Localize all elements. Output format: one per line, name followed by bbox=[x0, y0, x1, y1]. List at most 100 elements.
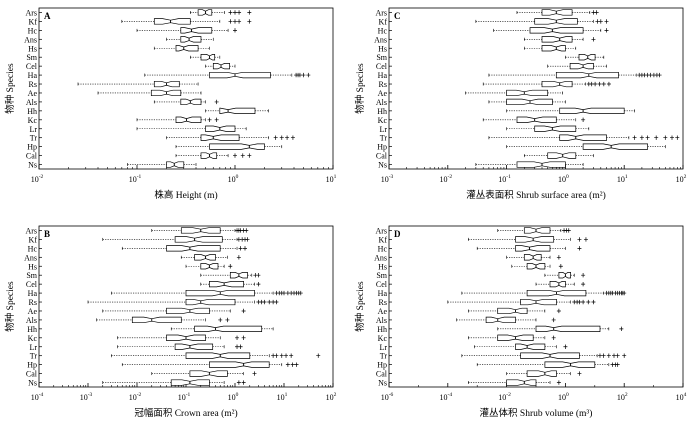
outlier-marker bbox=[279, 353, 284, 358]
outlier-marker bbox=[632, 135, 637, 140]
outlier-marker bbox=[214, 99, 219, 105]
panel-b: 10-4 10-3 10-2 10-1 100 101 102ArsKfHcAnsHsSmC… bbox=[4, 225, 337, 419]
y-axis-label: 物种 Species bbox=[354, 63, 366, 114]
outlier-marker bbox=[237, 19, 242, 24]
outlier-marker bbox=[256, 281, 261, 287]
box-ae bbox=[465, 89, 564, 97]
box-lr bbox=[506, 125, 590, 132]
notched-box bbox=[497, 307, 528, 315]
y-tick-label: Kc bbox=[378, 116, 388, 125]
y-tick-label: Kc bbox=[378, 334, 388, 343]
y-tick-label: Lr bbox=[29, 343, 37, 352]
outlier-marker bbox=[657, 72, 662, 78]
box-ars bbox=[190, 9, 252, 16]
y-tick-label: Kf bbox=[29, 235, 38, 244]
y-tick-label: Tr bbox=[30, 352, 38, 361]
outlier-marker bbox=[245, 237, 250, 242]
x-tick-label: 102 bbox=[676, 174, 687, 184]
notched-box bbox=[209, 281, 244, 288]
notched-box bbox=[197, 9, 213, 16]
outlier-marker bbox=[236, 255, 241, 260]
box-hp bbox=[121, 361, 299, 368]
y-tick-label: Kf bbox=[379, 17, 388, 26]
y-tick-label: Hc bbox=[28, 26, 38, 35]
y-tick-label: Hh bbox=[27, 325, 37, 334]
outlier-marker bbox=[606, 81, 611, 87]
box-kc bbox=[468, 334, 556, 341]
outlier-marker bbox=[601, 81, 606, 87]
box-als bbox=[456, 316, 556, 324]
box-ans bbox=[506, 254, 561, 261]
outlier-marker bbox=[591, 37, 596, 42]
outlier-marker bbox=[593, 81, 598, 87]
outlier-marker bbox=[207, 117, 212, 123]
y-tick-label: Hh bbox=[377, 325, 387, 334]
y-tick-label: Cal bbox=[376, 152, 388, 161]
box-ae bbox=[102, 307, 246, 315]
y-tick-label: Ha bbox=[28, 289, 38, 298]
y-tick-label: Tr bbox=[380, 352, 388, 361]
outlier-marker bbox=[233, 19, 237, 24]
box-kf bbox=[121, 18, 252, 25]
box-ha bbox=[111, 289, 303, 297]
notched-box bbox=[582, 143, 648, 150]
outlier-marker bbox=[306, 72, 311, 78]
outlier-marker bbox=[615, 362, 620, 367]
box-cel bbox=[547, 63, 607, 70]
y-tick-label: Sm bbox=[26, 271, 37, 280]
notched-box bbox=[185, 352, 251, 359]
box-lr bbox=[474, 343, 568, 350]
outlier-marker bbox=[244, 228, 249, 233]
outlier-marker bbox=[294, 362, 299, 367]
box-rs bbox=[77, 80, 199, 88]
notched-box bbox=[200, 54, 216, 61]
outlier-marker bbox=[648, 72, 653, 78]
y-tick-label: Ns bbox=[378, 161, 387, 170]
x-axis-label: 灌丛表面积 Shrub surface area (m²) bbox=[466, 189, 606, 201]
outlier-marker bbox=[591, 299, 596, 305]
y-tick-label: Cel bbox=[376, 280, 388, 289]
y-tick-label: Hc bbox=[378, 244, 388, 253]
notched-box bbox=[194, 325, 263, 332]
notched-box bbox=[180, 27, 213, 34]
y-tick-label: Hp bbox=[377, 361, 387, 370]
outlier-marker bbox=[256, 272, 261, 278]
notched-box bbox=[189, 370, 228, 377]
notched-box bbox=[131, 316, 182, 324]
box-lr bbox=[136, 125, 247, 132]
notched-box bbox=[200, 152, 218, 159]
y-tick-label: Lr bbox=[29, 125, 37, 134]
outlier-marker bbox=[297, 72, 302, 78]
outlier-marker bbox=[273, 135, 278, 140]
y-tick-label: Cel bbox=[26, 280, 38, 289]
box-cal bbox=[151, 370, 257, 377]
y-tick-label: Ae bbox=[28, 89, 38, 98]
notched-box bbox=[534, 125, 577, 132]
box-kf bbox=[102, 236, 250, 243]
box-cel bbox=[535, 281, 586, 288]
outlier-marker bbox=[218, 317, 223, 323]
x-tick-label: 10-4 bbox=[31, 392, 44, 402]
outlier-marker bbox=[301, 72, 306, 78]
box-rs bbox=[87, 298, 279, 306]
y-tick-label: Rs bbox=[29, 80, 37, 89]
box-hh bbox=[506, 107, 635, 114]
y-tick-label: Als bbox=[376, 316, 387, 325]
box-tr bbox=[166, 134, 295, 141]
outlier-marker bbox=[586, 299, 591, 305]
box-hc bbox=[493, 27, 609, 34]
outlier-marker bbox=[581, 281, 586, 287]
y-tick-label: Hs bbox=[378, 262, 387, 271]
box-cel bbox=[205, 63, 236, 70]
outlier-marker bbox=[669, 135, 674, 140]
y-tick-label: Ans bbox=[24, 35, 37, 44]
notched-box bbox=[185, 298, 236, 306]
outlier-marker bbox=[247, 153, 252, 158]
y-tick-label: Sm bbox=[376, 53, 387, 62]
box-ns bbox=[127, 161, 197, 168]
outlier-marker bbox=[563, 344, 568, 349]
outlier-marker bbox=[654, 135, 659, 140]
y-tick-label: Hp bbox=[377, 143, 387, 152]
notched-box bbox=[529, 27, 584, 34]
notched-box bbox=[180, 36, 202, 43]
